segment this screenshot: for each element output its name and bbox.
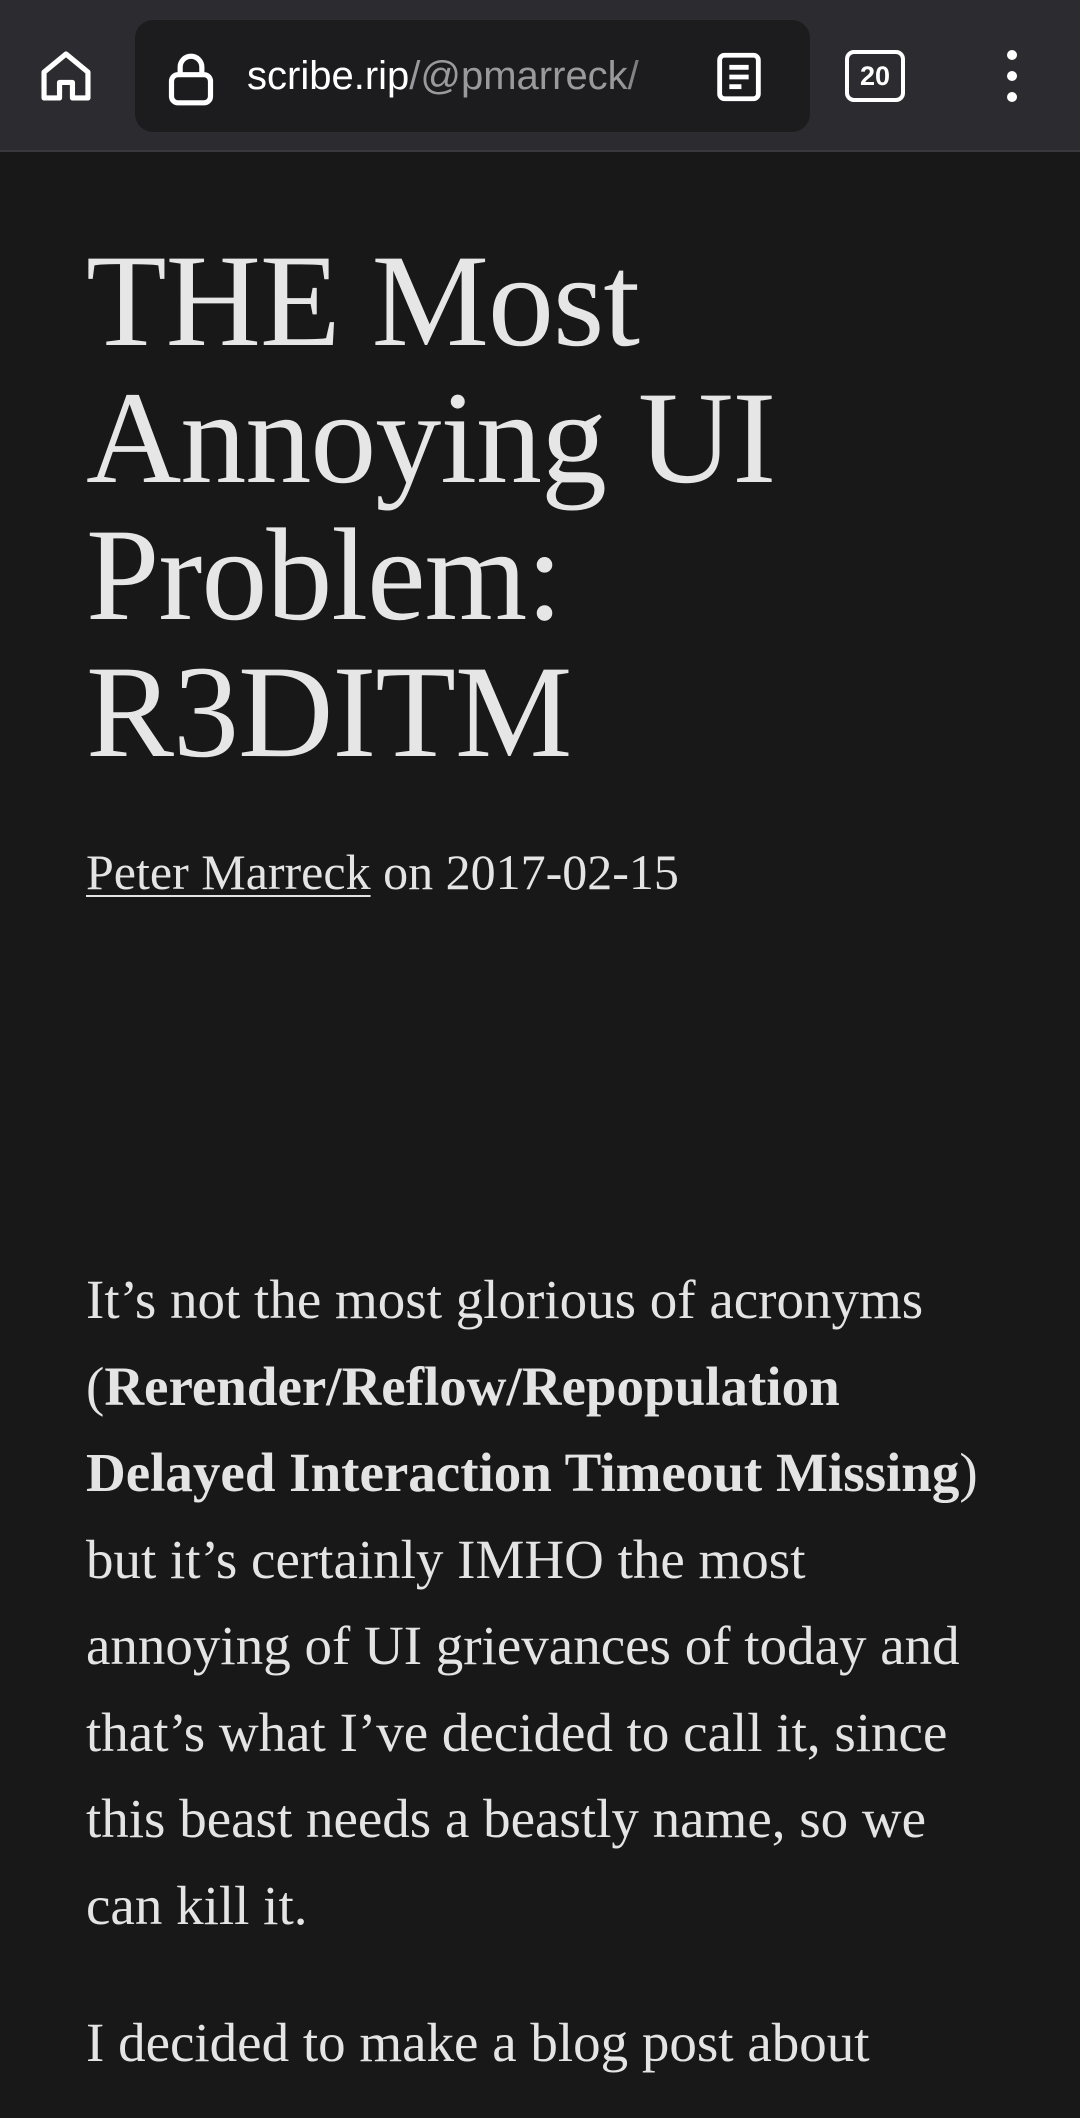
article-paragraph: I decided to make a blog post about [86,2012,870,2073]
home-button[interactable] [30,40,102,112]
home-icon [41,51,91,101]
byline-separator: on [370,844,446,900]
article-paragraph: It’s not the most glorious of acronyms (… [86,1257,1006,1949]
paragraph-text: It’s not the most glorious of acronyms ( [86,1269,924,1417]
address-bar[interactable]: scribe.rip/@pmarreck/ [135,20,810,132]
author-link[interactable]: Peter Marreck [86,844,371,900]
acronym-expansion: Rerender/Reflow/Repopulation Delayed Int… [86,1355,960,1504]
publish-date: 2017-02-15 [445,844,679,900]
menu-dot [1007,71,1017,81]
url-text[interactable]: scribe.rip/@pmarreck/ [247,20,687,132]
lock-icon[interactable] [165,50,217,108]
reader-mode-icon[interactable] [710,48,768,106]
browser-toolbar: scribe.rip/@pmarreck/ 20 [0,0,1080,152]
tab-switcher-button[interactable]: 20 [845,50,905,102]
paragraph-text: ) but it’s certainly IMHO the most annoy… [86,1442,978,1936]
tab-count: 20 [859,61,891,91]
byline: Peter Marreck on 2017-02-15 [86,842,679,902]
overflow-menu-icon[interactable] [992,46,1032,106]
menu-dot [1007,50,1017,60]
article-title: THE Most Annoying UI Problem: R3DITM [86,227,776,785]
url-path: /@pmarreck/ [409,54,639,98]
url-domain: scribe.rip [247,54,410,98]
menu-dot [1007,92,1017,102]
